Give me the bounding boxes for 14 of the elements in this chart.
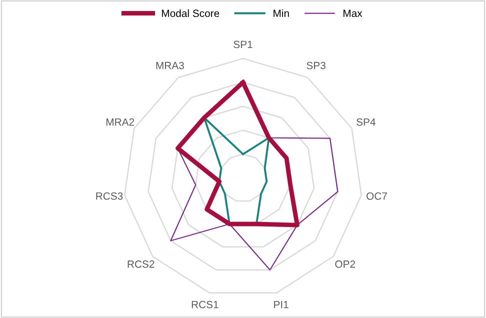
spoke-label: PI1	[274, 300, 288, 308]
spoke-label: RCS3	[96, 192, 123, 200]
legend-label: Min	[274, 9, 289, 17]
spoke-label: SP1	[234, 40, 252, 48]
spoke-label: RCS1	[192, 300, 218, 308]
spoke-label: RCS2	[128, 260, 154, 268]
spoke-label: MRA3	[156, 62, 184, 70]
spoke-label: OP2	[335, 260, 356, 268]
spoke-label: SP4	[356, 118, 376, 126]
spoke-label: SP3	[306, 62, 326, 70]
legend-label: Max	[344, 10, 362, 18]
spoke-label: MRA2	[106, 118, 134, 126]
spoke-label: OC7	[366, 192, 387, 200]
legend-label: Modal Score	[162, 9, 220, 18]
